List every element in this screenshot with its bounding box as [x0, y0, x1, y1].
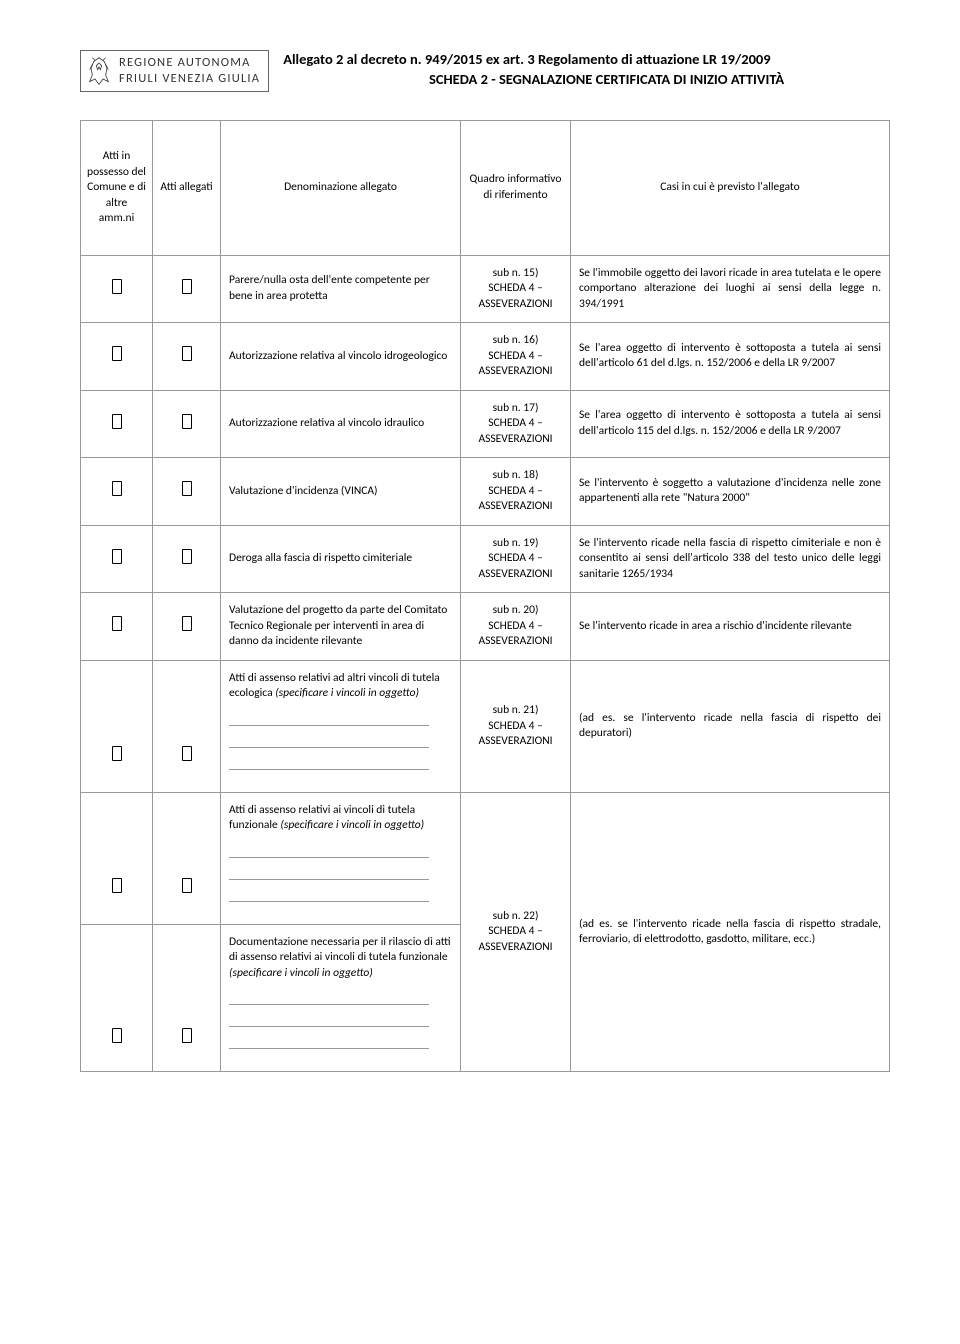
casi-cell: Se l'intervento ricade nella fascia di r…	[571, 525, 890, 593]
page-header: REGIONE AUTONOMA FRIULI VENEZIA GIULIA A…	[80, 50, 890, 92]
checkbox-cell-allegati	[153, 458, 221, 526]
checkbox-cell-possesso	[81, 525, 153, 593]
table-row: Autorizzazione relativa al vincolo idrau…	[81, 390, 890, 458]
table-row: Atti di assenso relativi ai vincoli di t…	[81, 792, 890, 924]
denominazione-cell: Autorizzazione relativa al vincolo idrog…	[221, 323, 461, 391]
region-line1: REGIONE AUTONOMA	[119, 55, 260, 71]
checkbox-icon[interactable]	[182, 346, 192, 361]
checkbox-icon[interactable]	[182, 616, 192, 631]
casi-cell: Se l'area oggetto di intervento è sottop…	[571, 323, 890, 391]
checkbox-cell-possesso	[81, 323, 153, 391]
denominazione-cell: Autorizzazione relativa al vincolo idrau…	[221, 390, 461, 458]
header-title-2: SCHEDA 2 - SEGNALAZIONE CERTIFICATA DI I…	[283, 70, 890, 88]
region-logo-box: REGIONE AUTONOMA FRIULI VENEZIA GIULIA	[80, 50, 269, 92]
quadro-cell: sub n. 17)SCHEDA 4 –ASSEVERAZIONI	[461, 390, 571, 458]
quadro-cell: sub n. 19)SCHEDA 4 –ASSEVERAZIONI	[461, 525, 571, 593]
checkbox-icon[interactable]	[182, 414, 192, 429]
checkbox-icon[interactable]	[112, 1028, 122, 1043]
col-header-quadro: Quadro informativo di riferimento	[461, 121, 571, 256]
input-line[interactable]	[229, 866, 429, 880]
quadro-cell: sub n. 22)SCHEDA 4 –ASSEVERAZIONI	[461, 792, 571, 1072]
casi-cell: Se l'intervento ricade in area a rischio…	[571, 593, 890, 661]
casi-cell: Se l'intervento è soggetto a valutazione…	[571, 458, 890, 526]
quadro-cell: sub n. 16)SCHEDA 4 –ASSEVERAZIONI	[461, 323, 571, 391]
checkbox-icon[interactable]	[182, 746, 192, 761]
col-header-allegati: Atti allegati	[153, 121, 221, 256]
checkbox-cell-allegati	[153, 525, 221, 593]
table-header-row: Atti in possesso del Comune e di altre a…	[81, 121, 890, 256]
checkbox-icon[interactable]	[182, 1028, 192, 1043]
checkbox-icon[interactable]	[112, 279, 122, 294]
denominazione-cell: Parere/nulla osta dell'ente competente p…	[221, 255, 461, 323]
denominazione-cell: Atti di assenso relativi ad altri vincol…	[221, 660, 461, 792]
table-row: Deroga alla fascia di rispetto cimiteria…	[81, 525, 890, 593]
checkbox-icon[interactable]	[182, 878, 192, 893]
attachments-table: Atti in possesso del Comune e di altre a…	[80, 120, 890, 1072]
table-row: Atti di assenso relativi ad altri vincol…	[81, 660, 890, 792]
checkbox-cell-allegati	[153, 593, 221, 661]
input-line[interactable]	[229, 1035, 429, 1049]
checkbox-icon[interactable]	[112, 346, 122, 361]
casi-cell: (ad es. se l'intervento ricade nella fas…	[571, 792, 890, 1072]
checkbox-cell-possesso	[81, 792, 153, 924]
quadro-cell: sub n. 20)SCHEDA 4 –ASSEVERAZIONI	[461, 593, 571, 661]
input-line[interactable]	[229, 712, 429, 726]
checkbox-icon[interactable]	[112, 414, 122, 429]
denominazione-cell: Atti di assenso relativi ai vincoli di t…	[221, 792, 461, 924]
checkbox-icon[interactable]	[112, 878, 122, 893]
checkbox-cell-allegati	[153, 924, 221, 1072]
header-title-1: Allegato 2 al decreto n. 949/2015 ex art…	[283, 50, 890, 68]
checkbox-cell-possesso	[81, 458, 153, 526]
checkbox-cell-possesso	[81, 390, 153, 458]
col-header-casi: Casi in cui è previsto l'allegato	[571, 121, 890, 256]
col-header-denominazione: Denominazione allegato	[221, 121, 461, 256]
input-line[interactable]	[229, 888, 429, 902]
checkbox-icon[interactable]	[182, 549, 192, 564]
checkbox-cell-possesso	[81, 660, 153, 792]
table-row: Parere/nulla osta dell'ente competente p…	[81, 255, 890, 323]
checkbox-icon[interactable]	[112, 616, 122, 631]
input-line[interactable]	[229, 734, 429, 748]
checkbox-cell-allegati	[153, 792, 221, 924]
input-line[interactable]	[229, 844, 429, 858]
table-row: Valutazione del progetto da parte del Co…	[81, 593, 890, 661]
region-line2: FRIULI VENEZIA GIULIA	[119, 71, 260, 87]
table-row: Autorizzazione relativa al vincolo idrog…	[81, 323, 890, 391]
checkbox-icon[interactable]	[112, 746, 122, 761]
casi-cell: Se l'area oggetto di intervento è sottop…	[571, 390, 890, 458]
checkbox-cell-possesso	[81, 255, 153, 323]
checkbox-cell-possesso	[81, 924, 153, 1072]
col-header-possesso: Atti in possesso del Comune e di altre a…	[81, 121, 153, 256]
casi-cell: Se l'immobile oggetto dei lavori ricade …	[571, 255, 890, 323]
casi-cell: (ad es. se l'intervento ricade nella fas…	[571, 660, 890, 792]
region-name: REGIONE AUTONOMA FRIULI VENEZIA GIULIA	[119, 55, 260, 86]
checkbox-cell-possesso	[81, 593, 153, 661]
checkbox-cell-allegati	[153, 660, 221, 792]
checkbox-icon[interactable]	[182, 279, 192, 294]
input-line[interactable]	[229, 991, 429, 1005]
denominazione-cell: Valutazione d'incidenza (VINCA)	[221, 458, 461, 526]
checkbox-icon[interactable]	[112, 481, 122, 496]
quadro-cell: sub n. 18)SCHEDA 4 –ASSEVERAZIONI	[461, 458, 571, 526]
denominazione-cell: Deroga alla fascia di rispetto cimiteria…	[221, 525, 461, 593]
quadro-cell: sub n. 21)SCHEDA 4 –ASSEVERAZIONI	[461, 660, 571, 792]
checkbox-icon[interactable]	[112, 549, 122, 564]
denominazione-cell: Documentazione necessaria per il rilasci…	[221, 924, 461, 1072]
table-row: Valutazione d'incidenza (VINCA)sub n. 18…	[81, 458, 890, 526]
denominazione-cell: Valutazione del progetto da parte del Co…	[221, 593, 461, 661]
quadro-cell: sub n. 15)SCHEDA 4 –ASSEVERAZIONI	[461, 255, 571, 323]
eagle-icon	[85, 55, 113, 87]
checkbox-cell-allegati	[153, 255, 221, 323]
checkbox-icon[interactable]	[182, 481, 192, 496]
header-titles: Allegato 2 al decreto n. 949/2015 ex art…	[283, 50, 890, 88]
checkbox-cell-allegati	[153, 323, 221, 391]
input-line[interactable]	[229, 1013, 429, 1027]
checkbox-cell-allegati	[153, 390, 221, 458]
input-line[interactable]	[229, 756, 429, 770]
